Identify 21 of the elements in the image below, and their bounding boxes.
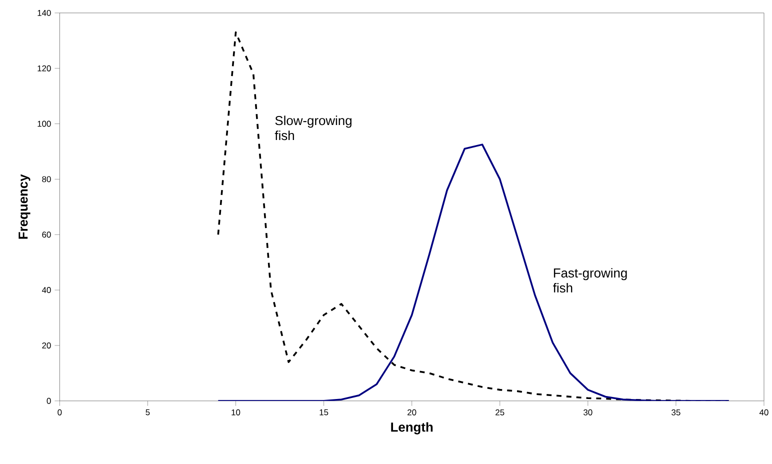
x-tick-label: 5 xyxy=(146,410,150,416)
y-tick-label: 20 xyxy=(42,342,51,349)
x-tick-label: 10 xyxy=(232,410,240,416)
x-tick-label: 30 xyxy=(584,410,592,416)
x-tick-label: 20 xyxy=(408,410,416,416)
y-tick-label: 80 xyxy=(42,176,51,182)
y-tick-label: 120 xyxy=(38,66,51,72)
x-tick-label: 15 xyxy=(320,410,328,416)
x-axis-title: Length xyxy=(391,422,433,435)
series-label: Slow-growing fish xyxy=(274,116,352,140)
x-tick-label: 0 xyxy=(58,410,62,416)
y-tick-label: 60 xyxy=(42,232,51,238)
x-tick-label: 25 xyxy=(496,410,504,416)
y-tick-label: 140 xyxy=(38,10,51,16)
y-axis-title: Frequency xyxy=(18,174,30,239)
y-tick-label: 40 xyxy=(42,287,51,294)
y-tick-label: 0 xyxy=(46,398,51,404)
y-tick-label: 100 xyxy=(38,121,51,127)
series-label: Fast-growing fish xyxy=(553,268,627,293)
x-tick-label: 40 xyxy=(759,410,768,416)
x-tick-label: 35 xyxy=(672,410,680,416)
